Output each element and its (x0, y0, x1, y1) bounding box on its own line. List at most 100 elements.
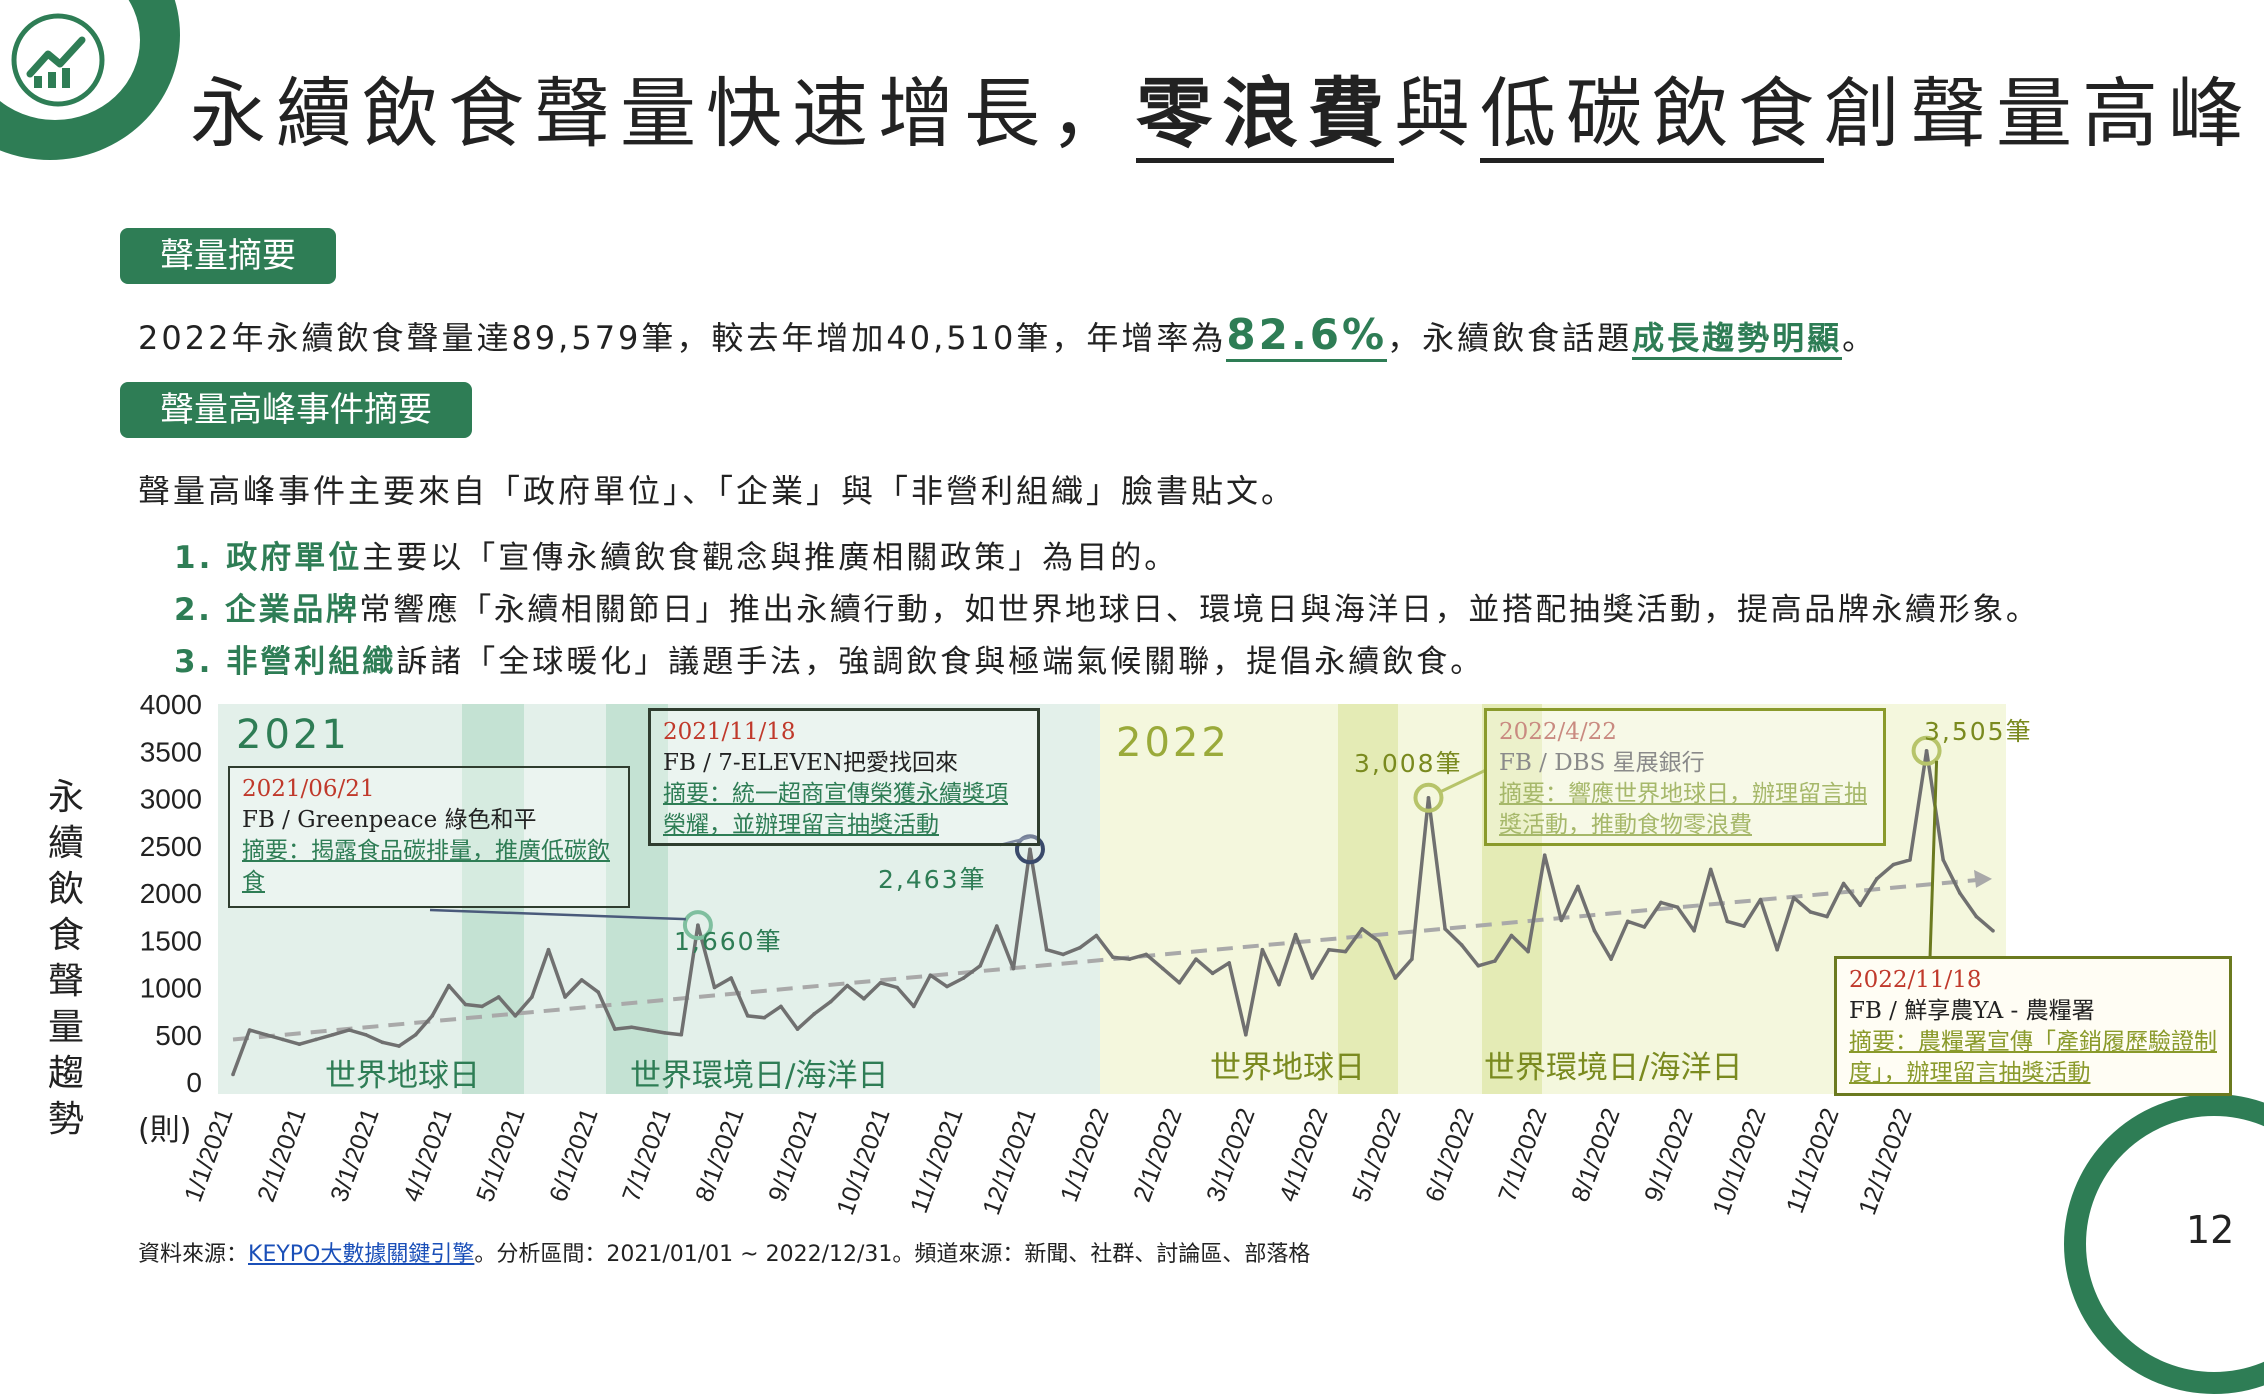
data-point (1376, 939, 1381, 943)
data-point (1028, 847, 1032, 852)
summary-part: 2022年永續飲食聲量達89,579筆，較去年增加40,510筆，年增率為 (138, 319, 1227, 357)
data-point (745, 1014, 750, 1018)
data-point (613, 1027, 617, 1031)
data-point (1592, 929, 1597, 933)
event-label: 世界地球日 (1210, 1050, 1365, 1086)
x-tick-label: 8/1/2021 (690, 1104, 750, 1205)
title-emphasis-low-carbon: 低碳飲食 (1480, 69, 1824, 163)
x-tick-label: 4/1/2021 (398, 1104, 458, 1205)
item-number: 3. (174, 644, 214, 680)
y-tick-label: 2500 (140, 831, 202, 862)
annotation-greenpeace: 2021/06/21 FB / Greenpeace 綠色和平 摘要：揭露食品碳… (228, 766, 630, 908)
growth-rate: 82.6% (1226, 310, 1388, 362)
peak-label: 3,505筆 (1924, 717, 2033, 746)
data-point (1327, 947, 1331, 952)
data-point (1360, 927, 1364, 931)
x-tick-label: 11/1/2021 (905, 1104, 969, 1216)
event-label: 世界環境日/海洋日 (1484, 1050, 1742, 1086)
x-tick-label: 9/1/2022 (1639, 1104, 1699, 1205)
data-point (1775, 947, 1779, 952)
data-point (679, 1032, 684, 1037)
peak-marker (1014, 834, 1045, 865)
data-point (347, 1028, 352, 1032)
y-tick-label: 3500 (140, 736, 202, 767)
x-tick-label: 2/1/2021 (252, 1104, 312, 1205)
source-details: 。分析區間：2021/01/01 ~ 2022/12/31。頻道來源：新聞、社群… (474, 1242, 1311, 1267)
data-point (330, 1032, 335, 1037)
annotation-source: FB / Greenpeace 綠色和平 (242, 807, 537, 833)
data-point (1642, 925, 1647, 929)
x-tick-label: 12/1/2021 (977, 1104, 1041, 1218)
event-label: 世界環境日/海洋日 (630, 1058, 888, 1094)
data-point (1841, 881, 1846, 886)
annotation-afa: 2022/11/18 FB / 鮮享農YA - 農糧署 摘要：農糧署宣傳「產銷履… (1834, 956, 2232, 1096)
data-point (397, 1044, 401, 1048)
trend-highlight: 成長趨勢明顯 (1632, 319, 1843, 360)
x-tick-label: 9/1/2021 (763, 1104, 823, 1205)
data-point (1127, 957, 1132, 961)
x-tick-label: 3/1/2021 (325, 1104, 385, 1205)
data-point (1542, 853, 1547, 857)
section-label-summary: 聲量摘要 (120, 228, 336, 284)
data-source-note: 資料來源：KEYPO大數據關鍵引擎。分析區間：2021/01/01 ~ 2022… (138, 1236, 1310, 1268)
data-point (878, 980, 883, 985)
trend-arrow-icon (1974, 869, 1992, 888)
data-point (1244, 1032, 1248, 1037)
data-point (364, 1032, 368, 1037)
data-point (496, 995, 501, 999)
data-point (1808, 910, 1813, 914)
item-text: 常響應「永續相關節日」推出永續行動，如世界地球日、環境日與海洋日，並搭配抽獎活動… (359, 592, 2040, 628)
peak-label: 3,008筆 (1354, 749, 1463, 778)
chart-y-label: 永續飲食聲量趨勢 (47, 777, 84, 1140)
data-point (845, 983, 850, 988)
band-earth-day-2021 (462, 704, 524, 1094)
item-text: 主要以「宣傳永續飲食觀念與推廣相關政策」為目的。 (362, 540, 1179, 576)
annotation-source: FB / 7-ELEVEN把愛找回來 (663, 750, 959, 776)
data-point (413, 1032, 418, 1037)
y-tick-label: 1500 (140, 925, 202, 956)
band-ocean-day-2022 (1482, 704, 1542, 1094)
item-number: 2. (174, 592, 213, 628)
data-point (978, 963, 982, 968)
data-point (513, 1014, 518, 1018)
data-point (928, 973, 933, 978)
volume-trend-chart: 0 500 1000 1500 2000 2500 3000 3500 4000 (則) 1/1/2… (138, 689, 2033, 1219)
item-key: 非營利組織 (226, 644, 397, 680)
data-point (1260, 947, 1265, 952)
data-point (563, 995, 567, 999)
peak-item-3: 3. 非營利組織訴諸「全球暖化」議題手法，強調飲食與極端氣候關聯，提倡永續飲食。 (174, 636, 1484, 681)
data-point (1725, 919, 1730, 924)
data-point (828, 999, 833, 1004)
event-label: 世界地球日 (325, 1058, 480, 1094)
data-point (1077, 946, 1082, 950)
data-point (596, 990, 601, 995)
data-point (546, 947, 551, 952)
source-link[interactable]: KEYPO大數據關鍵引擎 (248, 1242, 475, 1267)
data-point (1161, 966, 1165, 971)
summary-part: ，永續飲食話題 (1387, 319, 1633, 357)
data-point (1011, 966, 1016, 971)
data-point (1825, 914, 1829, 919)
data-point (779, 1004, 783, 1009)
data-point (812, 1012, 816, 1016)
data-point (1891, 862, 1896, 867)
data-point (1210, 971, 1215, 976)
data-point (1858, 903, 1862, 908)
data-point (1343, 949, 1348, 954)
data-point (1625, 919, 1630, 924)
data-point (463, 1002, 468, 1007)
annotation-connector (1928, 760, 1939, 959)
x-tick-label: 5/1/2022 (1347, 1104, 1407, 1205)
data-point (1559, 918, 1564, 923)
annotation-dbs: 2022/4/22 FB / DBS 星展銀行 摘要：響應世界地球日，辦理留言抽… (1484, 708, 1886, 846)
data-point (1742, 924, 1746, 928)
data-point (1061, 952, 1065, 957)
data-point (729, 976, 733, 980)
y-tick-label: 2000 (140, 878, 202, 909)
peak-label: 2,463筆 (878, 865, 987, 894)
data-point (264, 1032, 269, 1037)
data-point (480, 1004, 484, 1009)
trend-line (232, 876, 1991, 1042)
annotation-date: 2021/11/18 (663, 719, 796, 745)
peak-item-2: 2. 企業品牌常響應「永續相關節日」推出永續行動，如世界地球日、環境日與海洋日，… (174, 584, 2039, 629)
